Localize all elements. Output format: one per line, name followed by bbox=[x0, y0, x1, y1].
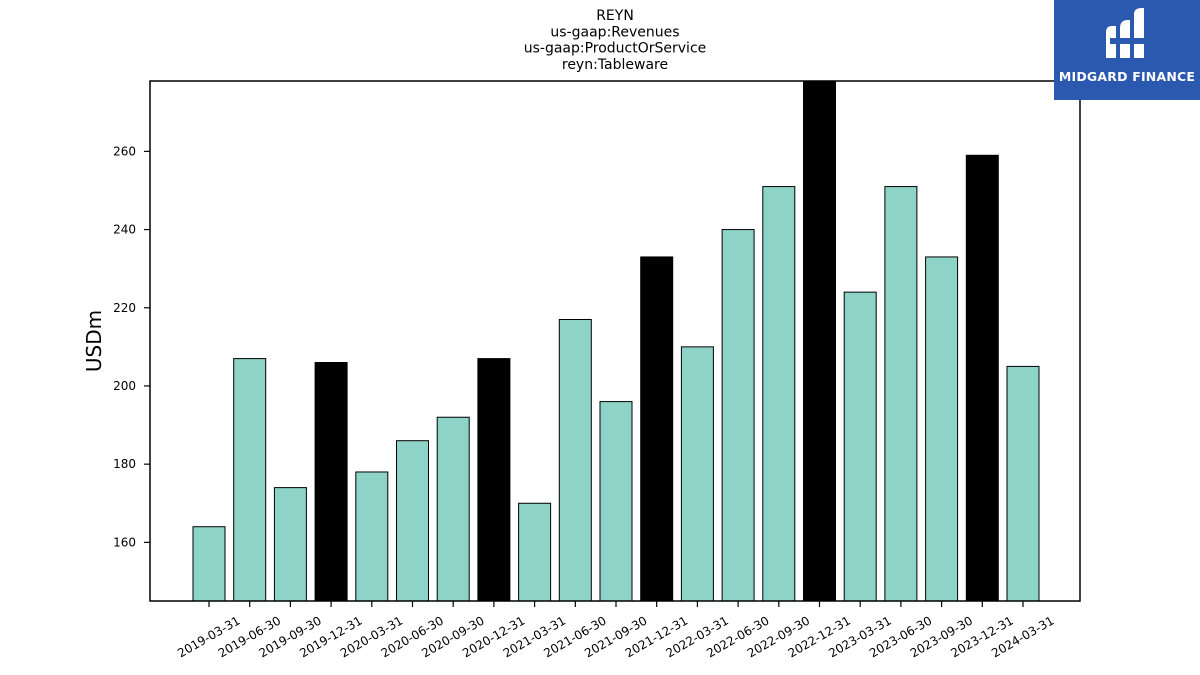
bar-2019-03-31 bbox=[192, 526, 226, 602]
plot-frame bbox=[149, 80, 1081, 602]
bar-2022-09-30 bbox=[762, 186, 796, 602]
bar-2021-06-30 bbox=[558, 318, 592, 602]
y-tick-label: 160 bbox=[113, 535, 136, 549]
bar-2022-12-31 bbox=[803, 80, 836, 602]
y-axis-label: USDm bbox=[82, 310, 106, 372]
chart-title-line: reyn:Tableware bbox=[562, 57, 668, 73]
chart-title-line: us-gaap:Revenues bbox=[550, 24, 679, 40]
bar-2023-06-30 bbox=[884, 186, 918, 602]
y-tick-label: 220 bbox=[113, 301, 136, 315]
bar-2019-12-31 bbox=[314, 362, 348, 602]
bar-2021-12-31 bbox=[640, 256, 674, 602]
bar-2021-03-31 bbox=[518, 502, 552, 602]
y-axis: 160 180 200 220 240 260 bbox=[113, 144, 150, 549]
chart-title: REYNus-gaap:Revenuesus-gaap:ProductOrSer… bbox=[524, 8, 707, 73]
bar-2021-09-30 bbox=[599, 401, 633, 602]
y-tick-label: 260 bbox=[113, 144, 136, 158]
y-tick-label: 200 bbox=[113, 379, 136, 393]
bar-2019-09-30 bbox=[273, 487, 307, 602]
logo-text: MIDGARD FINANCE bbox=[1058, 69, 1196, 84]
bar-2022-03-31 bbox=[680, 346, 714, 602]
bar-2020-12-31 bbox=[477, 358, 511, 602]
bars-group bbox=[192, 80, 1040, 602]
y-tick-label: 180 bbox=[113, 457, 136, 471]
midgard-logo-icon bbox=[1106, 8, 1148, 58]
chart-title-line: us-gaap:ProductOrService bbox=[524, 41, 707, 57]
bar-2023-09-30 bbox=[925, 256, 959, 602]
x-axis: 2019-03-312019-06-302019-09-302019-12-31… bbox=[175, 601, 1057, 660]
bar-2020-03-31 bbox=[355, 471, 389, 602]
bar-2023-03-31 bbox=[843, 291, 877, 602]
bar-2019-06-30 bbox=[233, 358, 267, 602]
y-tick-label: 240 bbox=[113, 223, 136, 237]
bar-2023-12-31 bbox=[965, 154, 999, 602]
bar-2022-06-30 bbox=[721, 229, 755, 602]
bar-2020-09-30 bbox=[436, 416, 470, 602]
bar-2024-03-31 bbox=[1006, 365, 1040, 602]
bar-2020-06-30 bbox=[396, 440, 429, 602]
chart-title-line: REYN bbox=[596, 8, 634, 24]
company-logo: MIDGARD FINANCE bbox=[1054, 0, 1200, 100]
